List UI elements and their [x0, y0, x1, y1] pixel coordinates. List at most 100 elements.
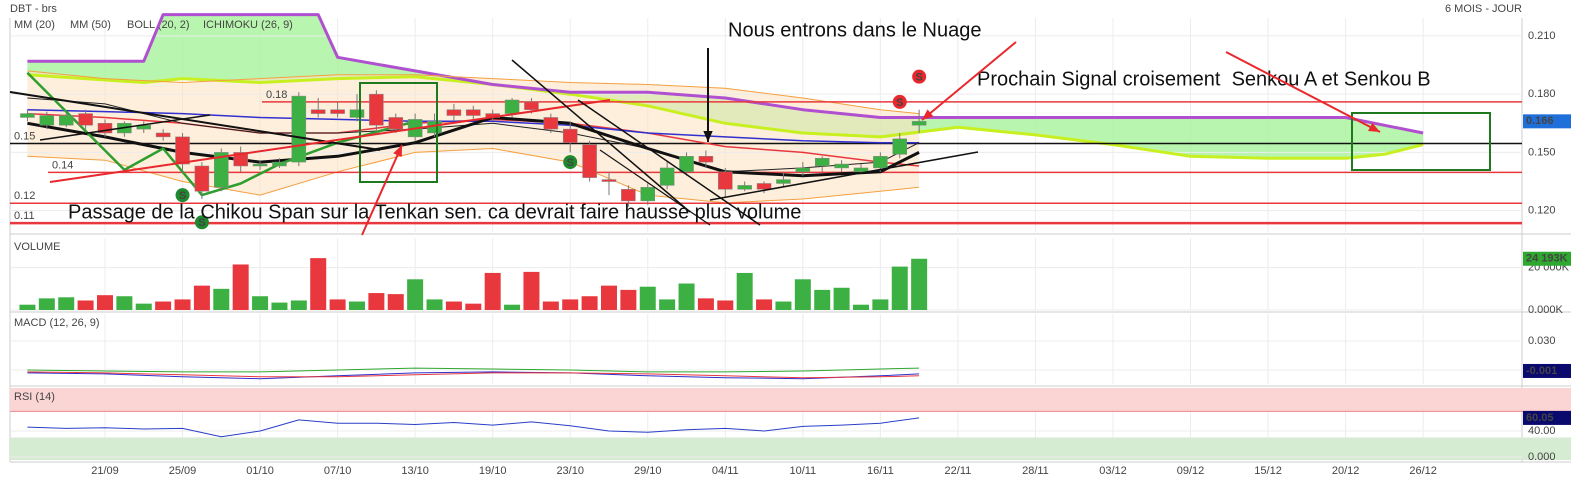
- candle-body: [194, 165, 210, 192]
- signal: [892, 94, 907, 109]
- annotation: Nous entrons dans le Nuage: [728, 19, 982, 41]
- legend-entry: MM (50): [70, 19, 111, 31]
- annotation: Prochain Signal croisement Senkou A et S…: [977, 68, 1431, 90]
- oversold-zone: [10, 437, 1571, 460]
- volume-bar: [600, 285, 617, 310]
- volume-bar: [387, 294, 404, 310]
- level-label: 0.11: [14, 210, 35, 222]
- volume-bar: [639, 286, 656, 310]
- trend-line: [709, 151, 979, 201]
- volume-bar: [174, 299, 191, 310]
- candle-body: [349, 109, 365, 118]
- volume-bar: [833, 287, 850, 310]
- x-tick-label: 21/09: [91, 465, 119, 477]
- x-tick-label: 20/12: [1332, 465, 1360, 477]
- x-tick-label: 28/11: [1022, 465, 1049, 477]
- y-tick-label: 0.000K: [1528, 304, 1564, 316]
- overbought-zone: [10, 388, 1571, 412]
- volume-bar: [310, 258, 327, 310]
- volume-bar: [426, 299, 443, 310]
- candle-body: [834, 163, 849, 169]
- volume-bar: [736, 272, 753, 310]
- candle-body: [524, 101, 539, 110]
- volume-bar: [523, 271, 540, 310]
- candle-body: [97, 123, 113, 134]
- annotation-box: [359, 82, 438, 183]
- series-line: [27, 371, 920, 380]
- y-tick-label: 0.150: [1528, 146, 1556, 158]
- candle-body: [39, 115, 55, 126]
- trend-line: [599, 149, 711, 226]
- level-label: 0.18: [266, 89, 287, 101]
- candle-body: [252, 163, 268, 167]
- bollinger-upper: [27, 70, 920, 115]
- volume-label-box: [1523, 251, 1571, 266]
- x-tick-label: 25/09: [169, 465, 197, 477]
- candle-body: [78, 113, 93, 126]
- x-tick-label: 26/12: [1409, 465, 1437, 477]
- volume-bar: [96, 295, 113, 310]
- volume-bar: [290, 300, 307, 310]
- trend-line: [39, 114, 211, 141]
- volume-bar: [697, 298, 714, 310]
- last-value: -0.001: [1526, 365, 1557, 377]
- last-value-box: [1523, 410, 1571, 425]
- level-label: 0.14: [52, 159, 73, 171]
- volume-bar: [562, 299, 579, 310]
- senkou-a: [27, 73, 1424, 160]
- candle-body: [892, 138, 908, 155]
- volume-bar: [368, 293, 385, 310]
- signal: [194, 215, 209, 230]
- signal-label: S: [179, 190, 186, 202]
- candle-body: [58, 115, 74, 126]
- candle-body: [776, 179, 791, 184]
- series-line: [27, 371, 920, 379]
- symbol: DBT - brs: [10, 3, 57, 15]
- volume-bar: [155, 301, 172, 310]
- candle-body: [388, 117, 404, 130]
- volume-bar: [620, 289, 637, 310]
- candle-body: [310, 109, 326, 114]
- volume-bar: [445, 301, 462, 310]
- candle-body: [911, 121, 927, 126]
- volume-bar: [348, 301, 365, 310]
- volume-bar: [271, 302, 288, 310]
- signal: [563, 155, 578, 170]
- last-value: 60.05: [1526, 412, 1554, 424]
- trend-line: [1225, 51, 1381, 133]
- volume-bar: [872, 299, 889, 310]
- volume-bar: [504, 304, 521, 310]
- volume-bar: [232, 264, 249, 310]
- candle-body: [155, 132, 171, 138]
- volume-bar: [756, 299, 773, 310]
- x-tick-label: 15/12: [1254, 465, 1282, 477]
- y-tick-label: 0.210: [1528, 30, 1556, 42]
- arrow-head: [703, 130, 713, 142]
- volume-bar: [116, 296, 133, 310]
- bollinger-lower: [27, 148, 920, 204]
- x-tick-label: 09/12: [1177, 465, 1205, 477]
- trend-line: [921, 41, 1017, 121]
- volume-bar: [794, 279, 811, 310]
- candle-body: [737, 185, 752, 190]
- signal-label: S: [567, 157, 574, 169]
- y-tick-label: 40.00: [1528, 425, 1556, 437]
- last-price-box: [1523, 114, 1571, 129]
- annotation-box: [1351, 112, 1491, 171]
- cloud: [27, 14, 1424, 159]
- candle-body: [582, 144, 597, 178]
- volume-bar: [891, 266, 908, 310]
- arrow-head: [922, 109, 934, 120]
- candle-body: [640, 187, 656, 202]
- candle-body: [175, 136, 190, 165]
- volume-bar: [659, 299, 676, 310]
- x-tick-label: 23/10: [556, 465, 584, 477]
- candle-body: [814, 157, 830, 167]
- x-tick-label: 01/10: [246, 465, 274, 477]
- volume-label: 24 193K: [1526, 253, 1568, 265]
- volume-bar: [484, 272, 501, 310]
- candle-body: [291, 95, 307, 163]
- y-tick-label: 0.000: [1528, 451, 1556, 463]
- volume-bar: [775, 301, 792, 310]
